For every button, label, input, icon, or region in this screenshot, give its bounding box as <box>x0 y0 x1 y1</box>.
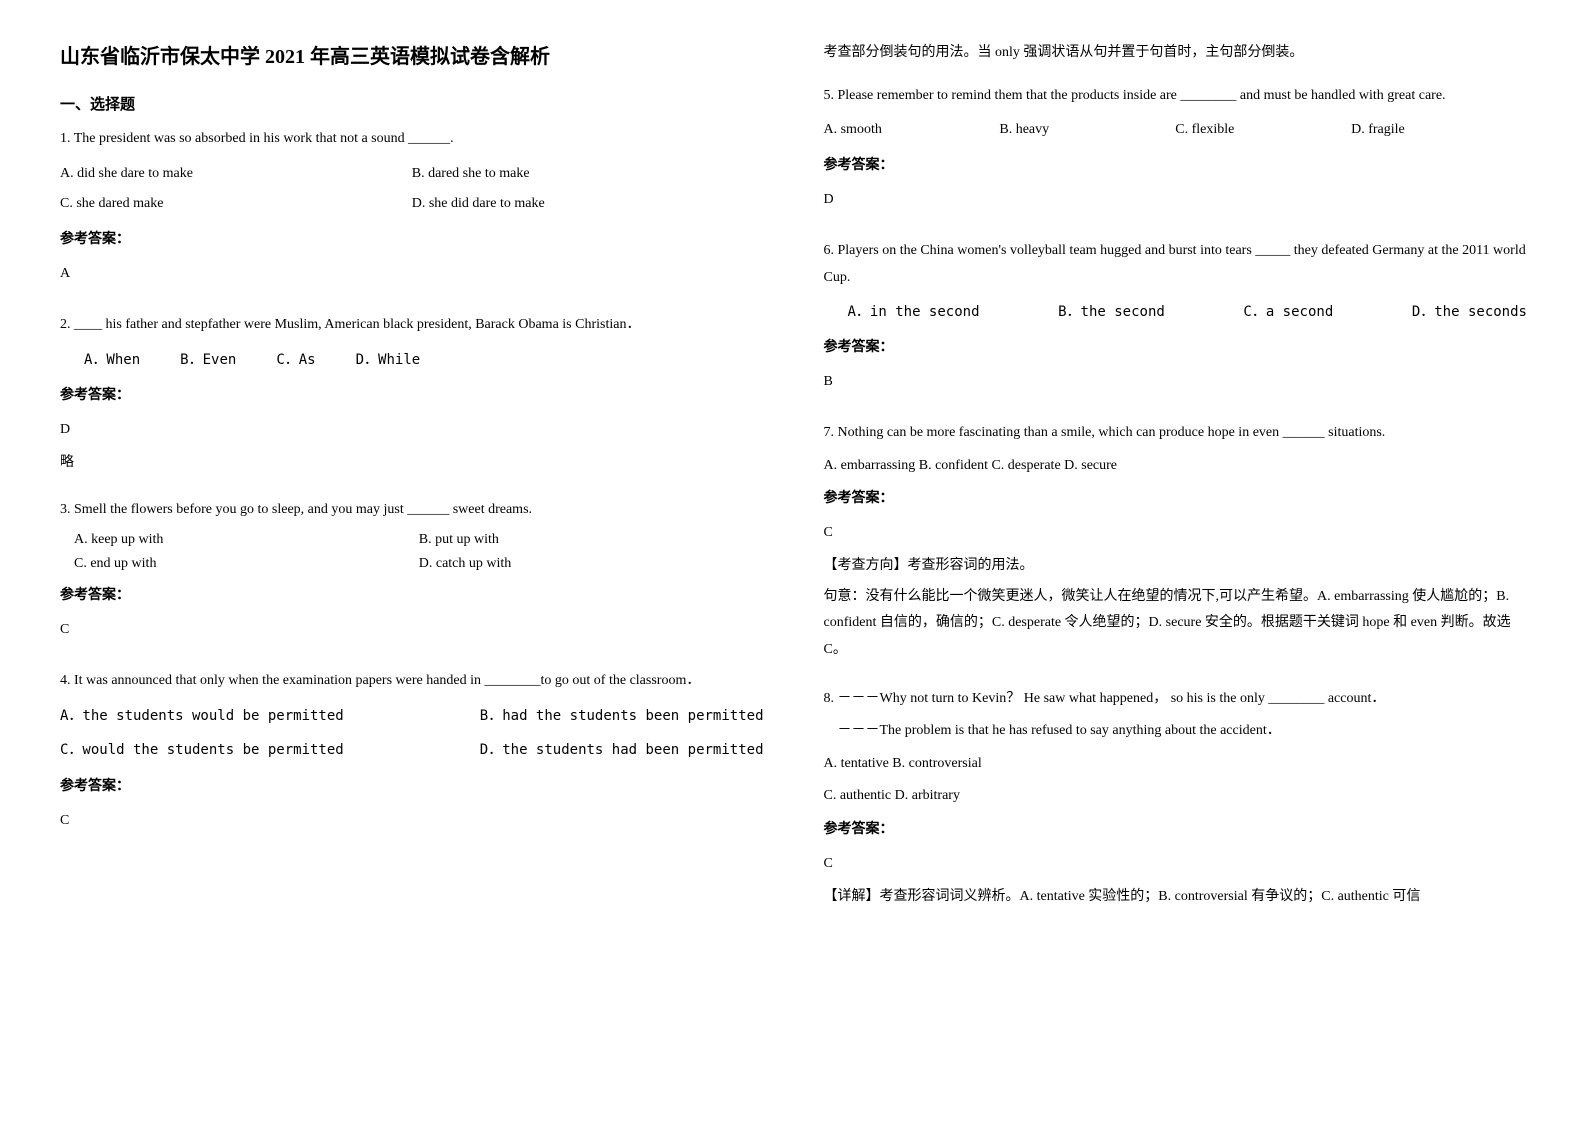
answer-label: 参考答案： <box>824 485 1528 513</box>
question-text: 1. The president was so absorbed in his … <box>60 126 764 153</box>
question-text: 5. Please remember to remind them that t… <box>824 83 1528 110</box>
explanation-2: 句意：没有什么能比一个微笑更迷人，微笑让人在绝望的情况下,可以产生希望。A. e… <box>824 584 1528 664</box>
option-b: B. put up with <box>419 528 724 552</box>
option-b: B. dared she to make <box>412 159 724 190</box>
section-heading: 一、选择题 <box>60 93 764 114</box>
question-3: 3. Smell the flowers before you go to sl… <box>60 498 764 649</box>
question-text: 3. Smell the flowers before you go to sl… <box>60 498 764 522</box>
option-c: C．would the students be permitted <box>60 734 344 768</box>
options-line: A. embarrassing B. confident C. desperat… <box>824 453 1528 480</box>
answer-label: 参考答案： <box>60 382 764 410</box>
option-d: D. catch up with <box>419 552 724 576</box>
options-line-2: C. authentic D. arbitrary <box>824 783 1528 810</box>
q4-explanation: 考查部分倒装句的用法。当 only 强调状语从句并置于句首时，主句部分倒装。 <box>824 40 1528 67</box>
answer-label: 参考答案： <box>60 773 764 801</box>
answer-value: C <box>60 807 764 835</box>
option-d: D. fragile <box>1351 115 1527 146</box>
option-c: C. flexible <box>1175 115 1351 146</box>
answer-value: D <box>824 186 1528 214</box>
answer-value: B <box>824 368 1528 396</box>
question-text-2: －－－The problem is that he has refused to… <box>824 718 1528 745</box>
options: A．in the second B．the second C．a second … <box>824 297 1528 328</box>
answer-label: 参考答案： <box>60 582 764 610</box>
page-container: 山东省临沂市保太中学 2021 年高三英语模拟试卷含解析 一、选择题 1. Th… <box>60 40 1527 1082</box>
options: A. did she dare to make B. dared she to … <box>60 159 764 221</box>
answer-label: 参考答案： <box>824 152 1528 180</box>
left-column: 山东省临沂市保太中学 2021 年高三英语模拟试卷含解析 一、选择题 1. Th… <box>60 40 764 1082</box>
question-text-1: 8. －－－Why not turn to Kevin？ He saw what… <box>824 686 1528 713</box>
explanation: 【详解】考查形容词词义辨析。A. tentative 实验性的；B. contr… <box>824 884 1528 911</box>
option-a: A．the students would be permitted <box>60 700 344 734</box>
option-d: D．the students had been permitted <box>480 734 764 768</box>
question-4: 4. It was announced that only when the e… <box>60 668 764 842</box>
explanation-1: 【考查方向】考查形容词的用法。 <box>824 553 1528 580</box>
option-b: B．had the students been permitted <box>480 700 764 734</box>
options: A. keep up with B. put up with C. end up… <box>60 528 764 576</box>
answer-value: C <box>824 850 1528 878</box>
option-a: A. smooth <box>824 115 1000 146</box>
question-2: 2. ____ his father and stepfather were M… <box>60 312 764 480</box>
option-c: C．a second <box>1243 297 1333 328</box>
option-a: A．in the second <box>848 297 980 328</box>
answer-value: D <box>60 416 764 444</box>
answer-value: C <box>824 519 1528 547</box>
question-text: 6. Players on the China women's volleyba… <box>824 238 1528 291</box>
answer-value: C <box>60 616 764 644</box>
options: A．the students would be permitted B．had … <box>60 700 764 767</box>
option-a: A. keep up with <box>74 528 379 552</box>
question-text: 4. It was announced that only when the e… <box>60 668 764 695</box>
right-column: 考查部分倒装句的用法。当 only 强调状语从句并置于句首时，主句部分倒装。 5… <box>824 40 1528 1082</box>
question-text: 2. ____ his father and stepfather were M… <box>60 312 764 339</box>
note: 略 <box>60 450 764 477</box>
option-a: A. did she dare to make <box>60 159 372 190</box>
option-b: B．the second <box>1058 297 1165 328</box>
question-7: 7. Nothing can be more fascinating than … <box>824 420 1528 668</box>
option-b: B. heavy <box>999 115 1175 146</box>
question-text: 7. Nothing can be more fascinating than … <box>824 420 1528 447</box>
option-d: D. she did dare to make <box>412 189 724 220</box>
answer-label: 参考答案： <box>824 816 1528 844</box>
option-d: D．the seconds <box>1412 297 1527 328</box>
options: A. smooth B. heavy C. flexible D. fragil… <box>824 115 1528 146</box>
question-1: 1. The president was so absorbed in his … <box>60 126 764 294</box>
answer-value: A <box>60 260 764 288</box>
option-d: D．While <box>356 345 421 376</box>
question-5: 5. Please remember to remind them that t… <box>824 83 1528 220</box>
question-8: 8. －－－Why not turn to Kevin？ He saw what… <box>824 686 1528 915</box>
options-line-1: A. tentative B. controversial <box>824 751 1528 778</box>
option-c: C．As <box>276 345 315 376</box>
page-title: 山东省临沂市保太中学 2021 年高三英语模拟试卷含解析 <box>60 40 764 69</box>
option-a: A．When <box>84 345 140 376</box>
option-c: C. she dared make <box>60 189 372 220</box>
answer-label: 参考答案： <box>824 334 1528 362</box>
answer-label: 参考答案： <box>60 226 764 254</box>
options: A．When B．Even C．As D．While <box>60 345 764 376</box>
option-c: C. end up with <box>74 552 379 576</box>
question-6: 6. Players on the China women's volleyba… <box>824 238 1528 402</box>
option-b: B．Even <box>180 345 236 376</box>
